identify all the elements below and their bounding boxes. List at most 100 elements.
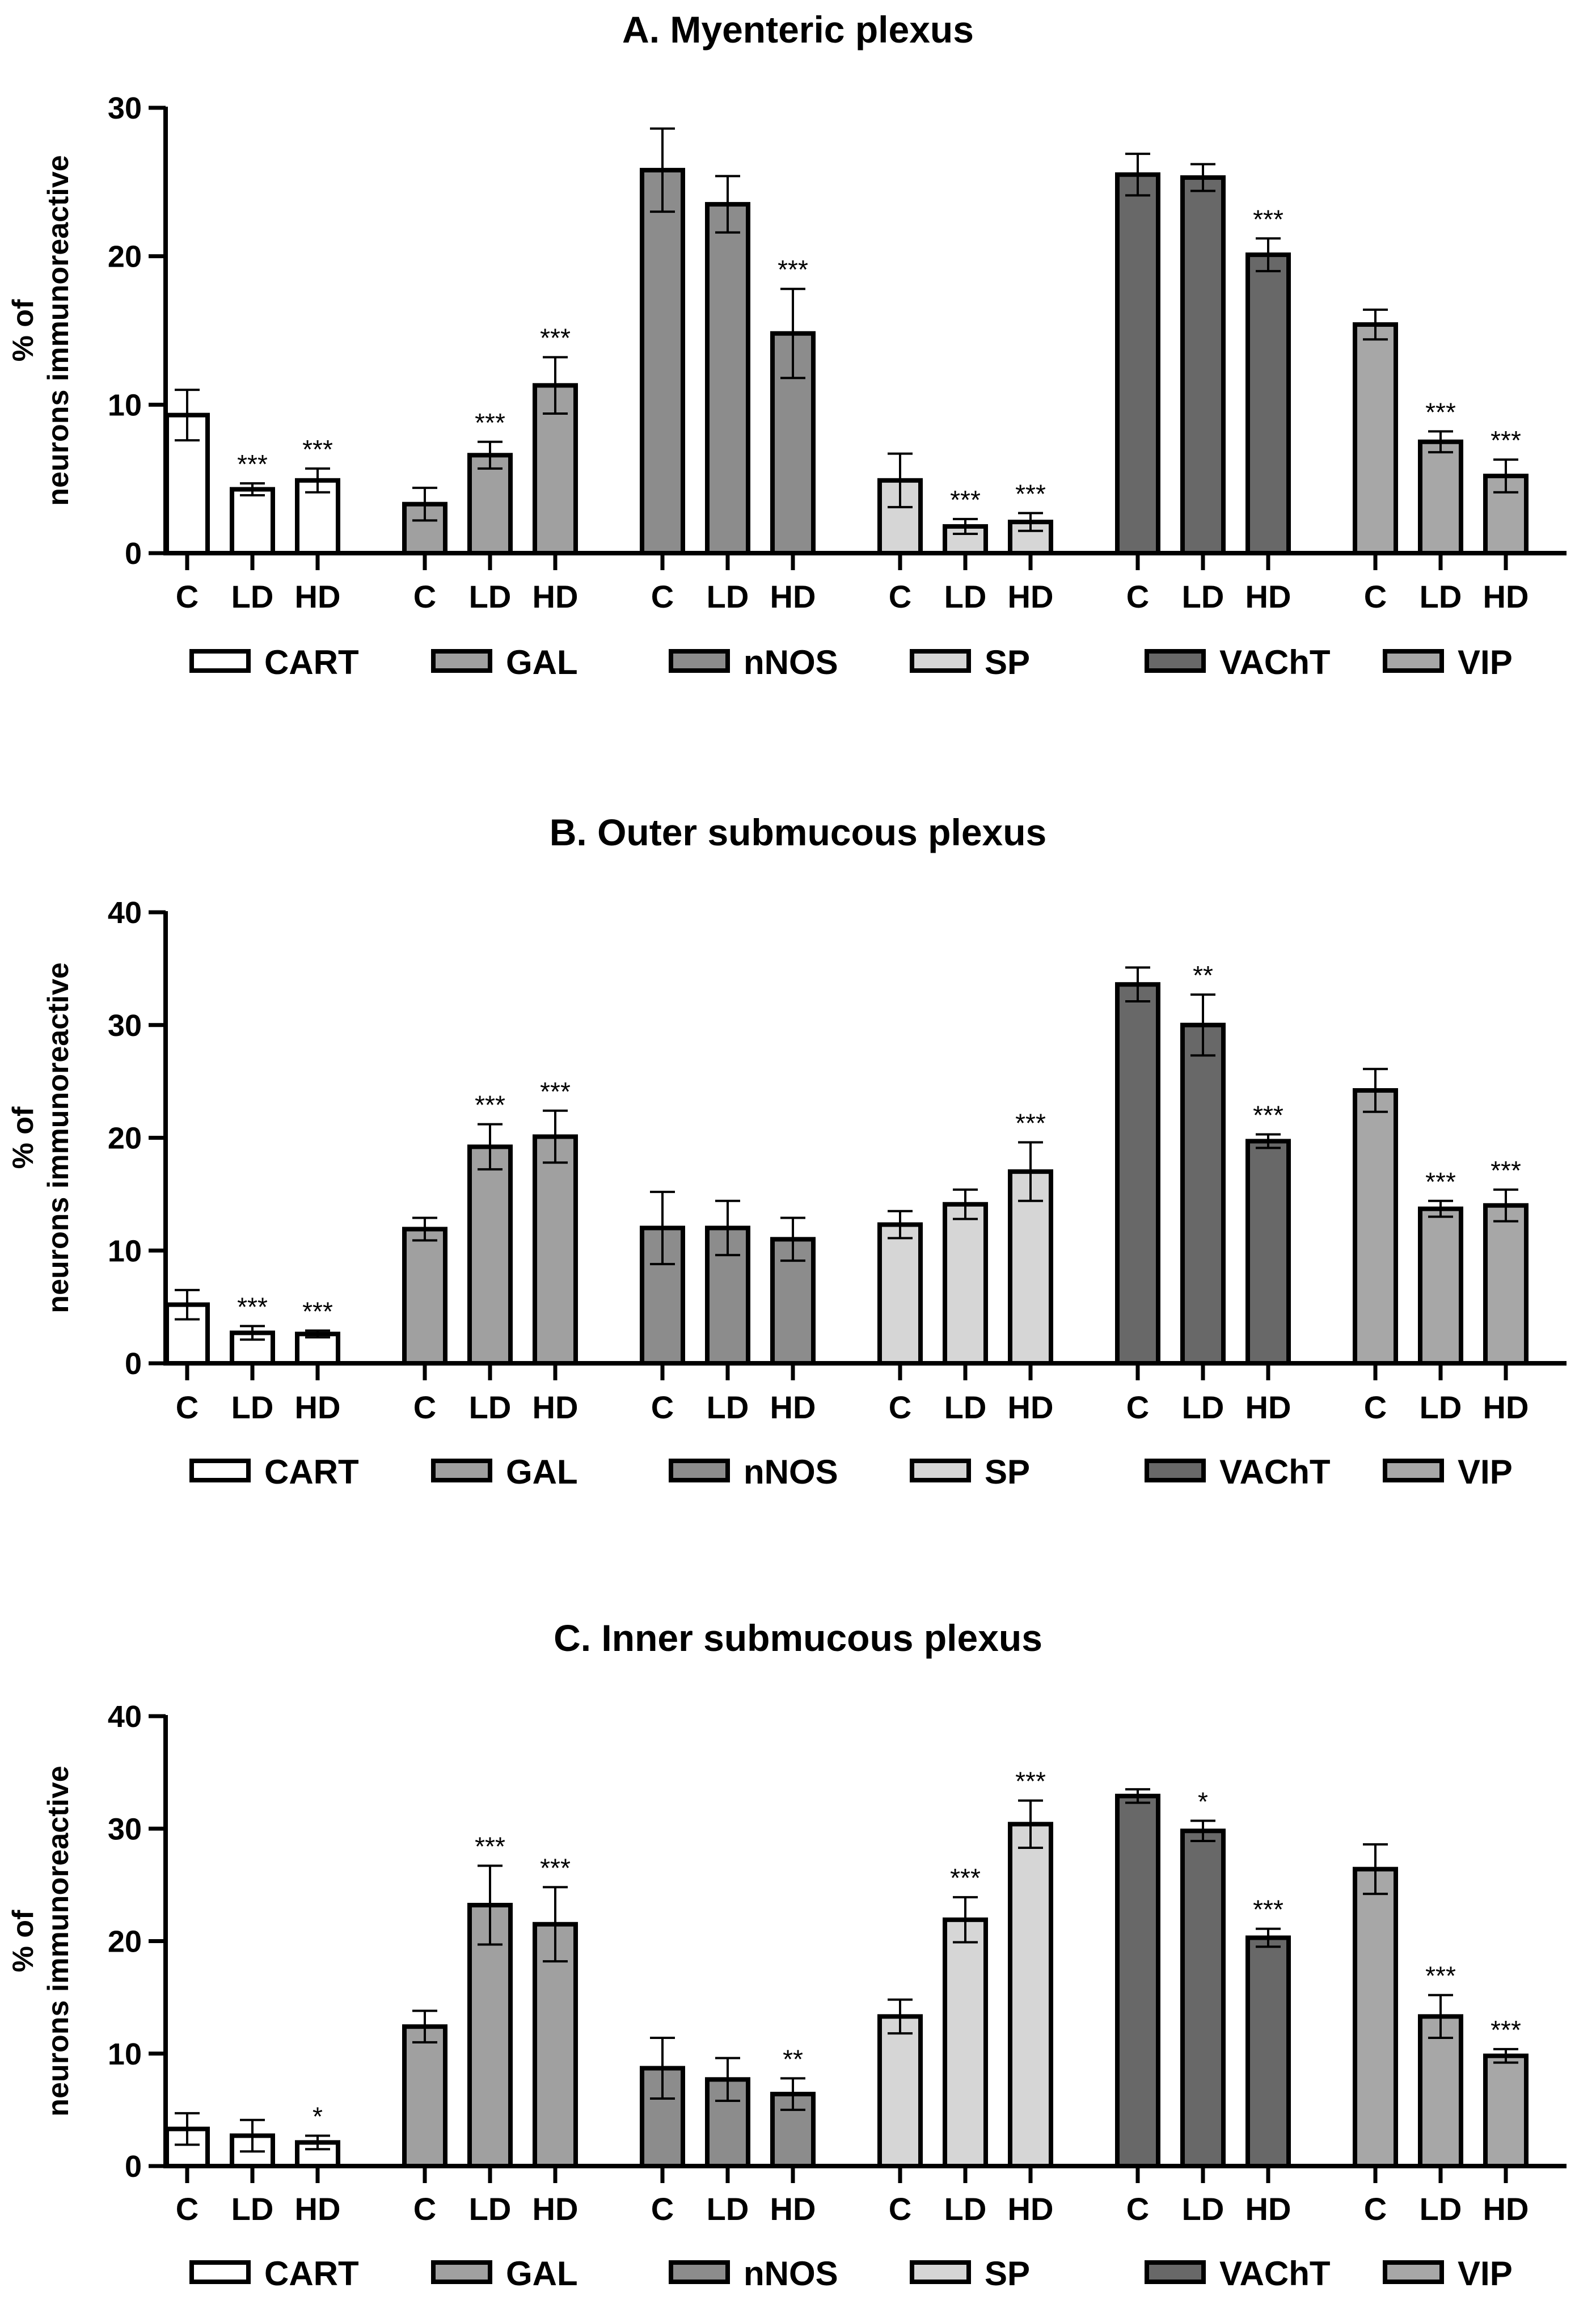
x-tick-label: HD	[1245, 1389, 1291, 1425]
x-tick-label: LD	[1420, 579, 1462, 614]
legend-swatch	[431, 649, 492, 673]
y-tick-label: 30	[108, 1812, 142, 1846]
bar	[943, 1202, 988, 1366]
x-tick-label: HD	[770, 1389, 816, 1425]
legend-swatch	[669, 2260, 730, 2284]
legend-label: VAChT	[1219, 1453, 1331, 1491]
significance-label: ***	[1491, 1156, 1521, 1185]
legend-label: VIP	[1458, 643, 1513, 681]
x-tick-label: LD	[469, 2191, 512, 2227]
legend-label: nNOS	[744, 1453, 838, 1491]
bar	[1418, 2014, 1463, 2168]
x-tick-label: LD	[469, 579, 512, 614]
significance-label: *	[313, 2101, 323, 2131]
bar	[705, 202, 750, 556]
significance-label: **	[783, 2044, 803, 2074]
bar	[1353, 1867, 1398, 2169]
y-axis-label: % of	[7, 1910, 40, 1972]
chart-title: B. Outer submucous plexus	[550, 811, 1047, 853]
significance-label: ***	[1253, 204, 1283, 234]
x-tick-label: C	[176, 579, 199, 614]
y-tick-label: 10	[108, 1234, 142, 1268]
legend-label: CART	[264, 643, 359, 681]
legend-swatch	[1145, 649, 1206, 673]
x-tick-label: C	[413, 2191, 436, 2227]
x-tick-label: C	[413, 1389, 436, 1425]
legend-label: nNOS	[744, 643, 838, 681]
x-tick-label: LD	[231, 1389, 274, 1425]
x-tick-label: C	[889, 579, 911, 614]
significance-label: ***	[237, 1292, 268, 1321]
y-tick-label: 40	[108, 896, 142, 930]
significance-label: ***	[1015, 1767, 1046, 1796]
legend-swatch	[910, 2260, 971, 2284]
x-tick-label: C	[1126, 2191, 1149, 2227]
x-tick-label: HD	[295, 2191, 341, 2227]
x-tick-label: HD	[1483, 579, 1529, 614]
y-axis-label: neurons immunoreactive	[42, 962, 75, 1313]
significance-label: ***	[1015, 479, 1046, 508]
bar	[1418, 1206, 1463, 1366]
bar	[1180, 1022, 1226, 1366]
bar	[1245, 252, 1291, 555]
significance-label: ***	[475, 408, 505, 437]
y-tick-label: 20	[108, 1925, 142, 1959]
significance-label: ***	[1425, 397, 1456, 427]
bar	[877, 2014, 923, 2168]
legend-label: VAChT	[1219, 2255, 1331, 2293]
chart-title: A. Myenteric plexus	[622, 9, 974, 50]
x-tick-label: HD	[770, 579, 816, 614]
bar	[1245, 1935, 1291, 2168]
bar	[1180, 175, 1226, 555]
x-tick-label: HD	[533, 579, 579, 614]
significance-label: ***	[237, 449, 268, 479]
legend-label: VIP	[1458, 1453, 1513, 1491]
legend-swatch	[910, 649, 971, 673]
significance-label: ***	[1253, 1101, 1283, 1130]
significance-label: ***	[1425, 1167, 1456, 1196]
legend-swatch	[910, 1459, 971, 1482]
legend-label: GAL	[506, 2255, 578, 2293]
significance-label: ***	[1491, 2015, 1521, 2045]
bar	[1483, 1203, 1529, 1366]
x-tick-label: C	[1364, 1389, 1387, 1425]
significance-label: ***	[475, 1832, 505, 1861]
significance-label: ***	[540, 1853, 571, 1882]
x-tick-label: LD	[1420, 1389, 1462, 1425]
significance-label: ***	[540, 323, 571, 353]
legend-swatch	[669, 649, 730, 673]
legend-label: VAChT	[1219, 643, 1331, 681]
significance-label: *	[1198, 1787, 1208, 1816]
x-tick-label: C	[651, 1389, 674, 1425]
significance-label: ***	[1425, 1961, 1456, 1991]
bar	[943, 1917, 988, 2169]
x-tick-label: C	[1126, 1389, 1149, 1425]
bar	[1353, 1088, 1398, 1366]
x-tick-label: C	[651, 579, 674, 614]
legend-swatch	[431, 2260, 492, 2284]
bar	[230, 487, 275, 556]
x-tick-label: LD	[707, 2191, 749, 2227]
legend-swatch	[1383, 2260, 1444, 2284]
legend-label: nNOS	[744, 2255, 838, 2293]
bar	[402, 1227, 447, 1366]
bar	[1115, 172, 1160, 555]
x-tick-label: C	[1364, 2191, 1387, 2227]
x-tick-label: C	[889, 1389, 911, 1425]
y-tick-label: 0	[125, 2150, 142, 2184]
y-tick-label: 20	[108, 1122, 142, 1156]
bar	[1418, 439, 1463, 555]
chart-title: C. Inner submucous plexus	[554, 1617, 1042, 1659]
y-tick-label: 30	[108, 91, 142, 125]
bar	[877, 478, 923, 555]
bar	[640, 2066, 685, 2168]
x-tick-label: LD	[707, 579, 749, 614]
legend: CART GAL nNOS SP VAChT VIP	[189, 2255, 1513, 2293]
y-axis-label: neurons immunoreactive	[42, 1766, 75, 2116]
x-tick-label: LD	[469, 1389, 512, 1425]
legend-swatch	[189, 2260, 251, 2284]
y-tick-label: 0	[125, 537, 142, 571]
legend-swatch	[431, 1459, 492, 1482]
chart-panel-b: B. Outer submucous plexus % of neurons imm…	[7, 811, 1567, 1491]
significance-label: ***	[950, 1863, 981, 1893]
